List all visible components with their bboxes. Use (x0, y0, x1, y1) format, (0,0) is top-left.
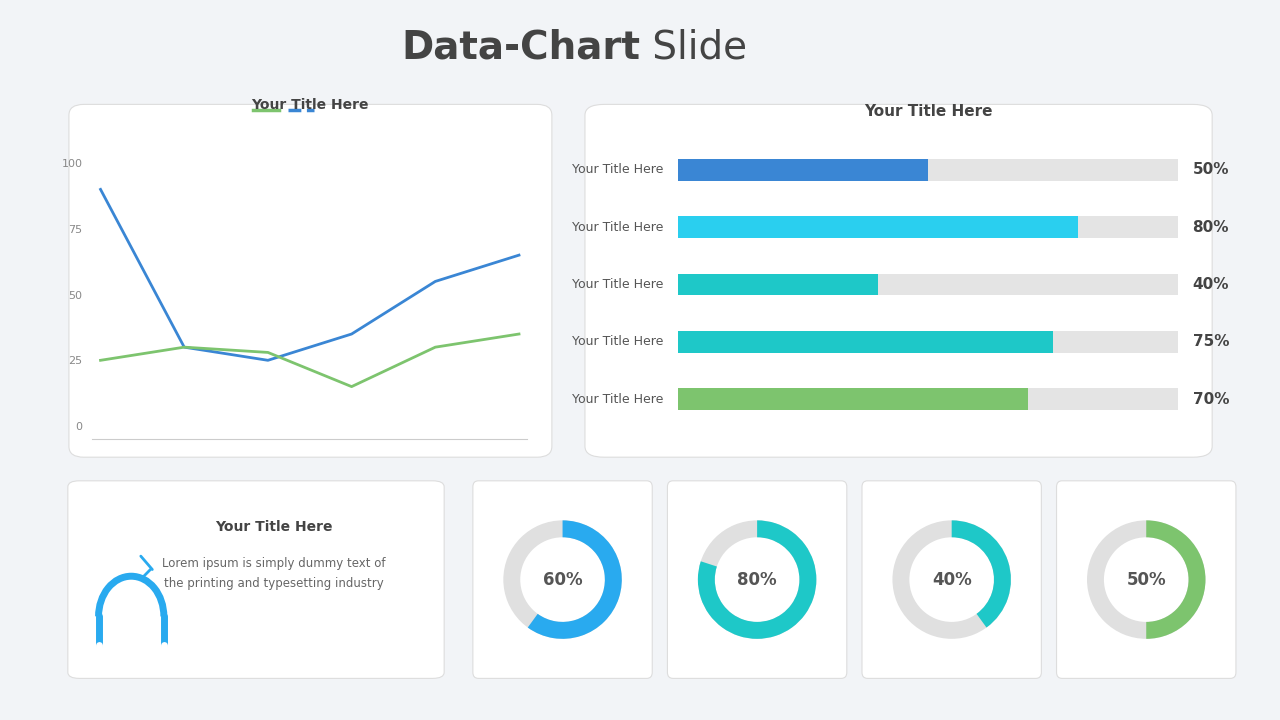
Bar (678, 388, 1028, 410)
Text: 75%: 75% (1193, 334, 1229, 349)
Bar (678, 274, 1178, 295)
Text: Your Title Here: Your Title Here (572, 278, 663, 291)
FancyBboxPatch shape (585, 104, 1212, 457)
Text: Your Title Here: Your Title Here (215, 520, 333, 534)
Text: 70%: 70% (1193, 392, 1229, 407)
Wedge shape (503, 521, 622, 639)
Bar (678, 159, 1178, 181)
Wedge shape (952, 521, 1011, 628)
Bar (678, 330, 1178, 353)
Title: Your Title Here: Your Title Here (251, 98, 369, 112)
Text: 50%: 50% (1193, 162, 1229, 177)
FancyBboxPatch shape (69, 104, 552, 457)
Text: 40%: 40% (932, 570, 972, 588)
Text: Slide: Slide (640, 29, 748, 66)
Bar (678, 330, 1053, 353)
FancyBboxPatch shape (472, 481, 653, 678)
Text: 80%: 80% (1193, 220, 1229, 235)
Wedge shape (1087, 521, 1206, 639)
Bar (678, 216, 1078, 238)
Text: Lorem ipsum is simply dummy text of
the printing and typesetting industry: Lorem ipsum is simply dummy text of the … (163, 557, 385, 590)
Text: Your Title Here: Your Title Here (572, 336, 663, 348)
Wedge shape (892, 521, 1011, 639)
FancyBboxPatch shape (1056, 481, 1236, 678)
Text: Your Title Here: Your Title Here (572, 220, 663, 233)
Text: 50%: 50% (1126, 570, 1166, 588)
Text: 40%: 40% (1193, 277, 1229, 292)
Title: Your Title Here: Your Title Here (864, 104, 992, 119)
FancyBboxPatch shape (861, 481, 1042, 678)
FancyBboxPatch shape (667, 481, 847, 678)
Text: Your Title Here: Your Title Here (572, 392, 663, 405)
Text: Data-Chart: Data-Chart (401, 29, 640, 66)
FancyBboxPatch shape (68, 481, 444, 678)
Text: 60%: 60% (543, 570, 582, 588)
Wedge shape (1146, 521, 1206, 639)
Text: Your Title Here: Your Title Here (572, 163, 663, 176)
Bar (678, 274, 878, 295)
Bar (678, 159, 928, 181)
Bar (678, 216, 1178, 238)
Text: 80%: 80% (737, 570, 777, 588)
Wedge shape (698, 521, 817, 639)
Bar (678, 388, 1178, 410)
Wedge shape (698, 521, 817, 639)
Wedge shape (527, 521, 622, 639)
